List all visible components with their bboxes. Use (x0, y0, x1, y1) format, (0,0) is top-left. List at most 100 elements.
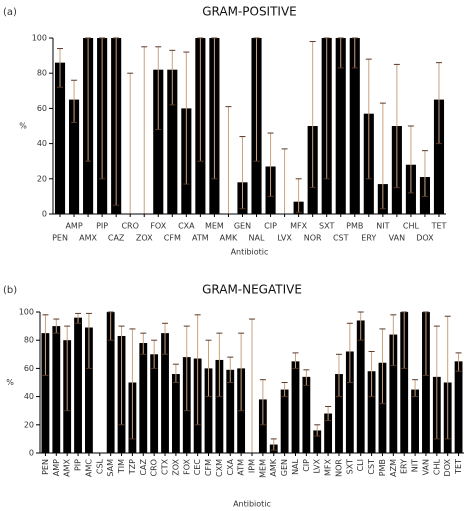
x-tick-label: CAZ (139, 458, 148, 475)
x-tick-label: MEM (258, 459, 267, 478)
x-tick-label: GEN (234, 222, 251, 231)
x-tick-label: AMX (63, 458, 72, 476)
x-tick-label: AMK (220, 234, 238, 243)
x-tick-label: GEN (280, 459, 289, 476)
x-tick-label: TET (454, 459, 463, 475)
bar (454, 361, 463, 453)
x-tick-label: CHL (403, 222, 420, 231)
bar (313, 430, 322, 453)
bar (433, 99, 445, 214)
bar (74, 317, 82, 453)
x-tick-label: CTX (161, 458, 170, 474)
y-tick-label: 60 (37, 104, 47, 113)
bar (85, 327, 93, 453)
bar (280, 389, 289, 453)
y-tick-label: 0 (29, 449, 34, 458)
x-tick-label: CST (367, 459, 376, 475)
x-tick-label: PMB (346, 222, 363, 231)
bar (356, 320, 365, 453)
x-tick-label: ERY (361, 234, 376, 243)
bar (345, 351, 354, 453)
bar (171, 374, 180, 453)
x-tick-label: SXT (345, 459, 354, 474)
y-axis-label: % (6, 378, 14, 387)
bar (69, 99, 80, 214)
bar (52, 326, 61, 453)
bar (204, 368, 213, 453)
x-tick-label: VAN (421, 459, 430, 475)
bar (161, 333, 169, 453)
bar (411, 389, 419, 453)
x-tick-label: CXM (215, 459, 224, 477)
x-tick-label: ERY (400, 459, 409, 474)
bar (215, 359, 224, 453)
x-tick-label: ATM (192, 234, 209, 243)
bar (106, 312, 115, 453)
x-tick-label: AZM (389, 459, 398, 477)
x-tick-label: CLI (356, 459, 365, 471)
x-tick-label: NIT (411, 459, 420, 472)
x-tick-label: AMP (52, 459, 61, 476)
x-tick-label: CRO (150, 459, 159, 476)
y-tick-label: 80 (24, 336, 34, 345)
x-tick-label: AMP (65, 222, 82, 231)
x-tick-label: AMC (84, 459, 93, 477)
x-tick-label: PIP (74, 459, 83, 471)
panel-label: (a) (3, 7, 17, 18)
x-tick-label: CXA (178, 222, 195, 231)
x-tick-label: NOR (304, 234, 322, 243)
x-tick-label: ATM (237, 459, 246, 476)
x-tick-label: CSL (95, 458, 104, 474)
y-tick-label: 100 (32, 34, 47, 43)
bar (335, 38, 346, 214)
x-axis-label: Antibiotic (233, 500, 271, 509)
x-tick-label: FOX (182, 458, 191, 474)
x-tick-label: PIP (96, 222, 108, 231)
x-tick-label: DOX (416, 234, 434, 243)
bar (291, 361, 300, 453)
bar (389, 334, 398, 453)
bar (335, 374, 343, 453)
bar (324, 413, 333, 453)
y-tick-label: 100 (19, 308, 34, 317)
bar (167, 69, 178, 215)
x-tick-label: PMB (378, 459, 387, 476)
bar (302, 376, 311, 453)
x-tick-label: MFX (324, 458, 333, 476)
y-tick-label: 60 (24, 364, 34, 373)
y-tick-label: 80 (37, 69, 47, 78)
x-tick-label: CHL (432, 458, 441, 475)
bar (139, 343, 148, 453)
x-tick-label: VAN (389, 234, 405, 243)
panel-label: (b) (3, 285, 17, 296)
bar (226, 369, 235, 453)
x-tick-label: IPM (248, 459, 257, 473)
x-tick-label: CFM (164, 234, 181, 243)
x-tick-label: SXT (319, 222, 334, 231)
y-axis-label: % (19, 122, 27, 131)
x-tick-label: CAZ (108, 234, 125, 243)
bar (41, 333, 50, 453)
x-tick-label: ZOX (171, 458, 180, 475)
x-tick-label: MFX (290, 222, 308, 231)
x-tick-label: TIM (117, 459, 126, 474)
x-tick-label: FOX (150, 222, 166, 231)
bar (150, 354, 159, 453)
y-tick-label: 20 (24, 420, 34, 429)
chart-title: GRAM-POSITIVE (202, 5, 297, 19)
y-tick-label: 40 (24, 392, 34, 401)
x-tick-label: CXA (226, 458, 235, 475)
x-tick-label: CST (333, 234, 349, 243)
x-tick-label: TET (431, 222, 447, 231)
x-tick-label: AMX (79, 234, 97, 243)
x-tick-label: NAL (249, 234, 265, 243)
x-tick-label: PEN (41, 459, 50, 475)
x-tick-label: CFM (204, 459, 213, 476)
x-tick-label: TZP (128, 459, 137, 475)
bar (367, 371, 376, 453)
bar (422, 312, 430, 453)
x-tick-label: NAL (291, 458, 300, 474)
x-tick-label: CIP (302, 459, 311, 472)
y-tick-label: 20 (37, 174, 47, 183)
